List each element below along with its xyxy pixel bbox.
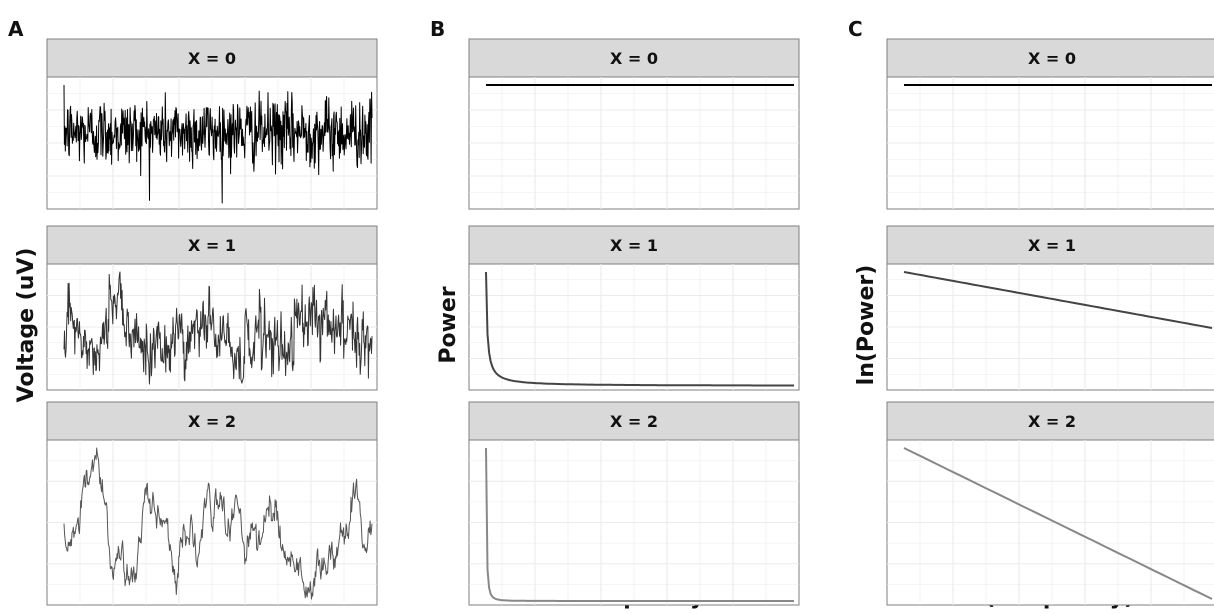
facet-strip — [886, 38, 1214, 78]
facet-panel-b-2: X = 2 — [468, 401, 800, 606]
facet-strip — [468, 401, 800, 441]
facet-strip-label: X = 0 — [610, 49, 658, 68]
facet-panel-c-2: X = 2 — [886, 401, 1214, 606]
y-axis-title-b: Power — [436, 286, 461, 363]
facet-panel-a-1: X = 1 — [46, 225, 378, 391]
facet-strip-label: X = 2 — [610, 412, 658, 431]
series-line — [485, 447, 794, 602]
facet-strip — [886, 225, 1214, 265]
facet-strip — [468, 38, 800, 78]
series-line — [63, 271, 373, 385]
y-axis-title-c: ln(Power) — [854, 265, 879, 386]
panel-letter-a: A — [8, 17, 24, 41]
facet-panel-a-2: X = 2 — [46, 401, 378, 606]
facet-strip-label: X = 0 — [188, 49, 236, 68]
facet-strip-label: X = 2 — [188, 412, 236, 431]
panel-letter-b: B — [430, 17, 445, 41]
facet-panel-a-0: X = 0 — [46, 38, 378, 210]
facet-strip-label: X = 0 — [1028, 49, 1076, 68]
facet-strip-label: X = 1 — [1028, 236, 1076, 255]
panel-letter-c: C — [848, 17, 863, 41]
facet-panel-b-0: X = 0 — [468, 38, 800, 210]
facet-panel-b-1: X = 1 — [468, 225, 800, 391]
facet-strip-label: X = 1 — [610, 236, 658, 255]
facet-panels: X = 0 X = 1 X = 2 X = 0 X = 1 X = 2 X = 0 X = 1… — [46, 38, 1214, 606]
series-line — [903, 271, 1213, 329]
facet-strip — [46, 38, 378, 78]
series-line — [485, 271, 794, 387]
facet-strip — [468, 225, 800, 265]
series-line — [63, 447, 373, 600]
series-line — [903, 447, 1213, 600]
facet-strip-label: X = 2 — [1028, 412, 1076, 431]
series-line — [63, 84, 373, 204]
facet-panel-c-0: X = 0 — [886, 38, 1214, 210]
facet-strip — [46, 401, 378, 441]
facet-panel-c-1: X = 1 — [886, 225, 1214, 391]
y-axis-title-a: Voltage (uV) — [14, 248, 39, 403]
facet-strip-label: X = 1 — [188, 236, 236, 255]
